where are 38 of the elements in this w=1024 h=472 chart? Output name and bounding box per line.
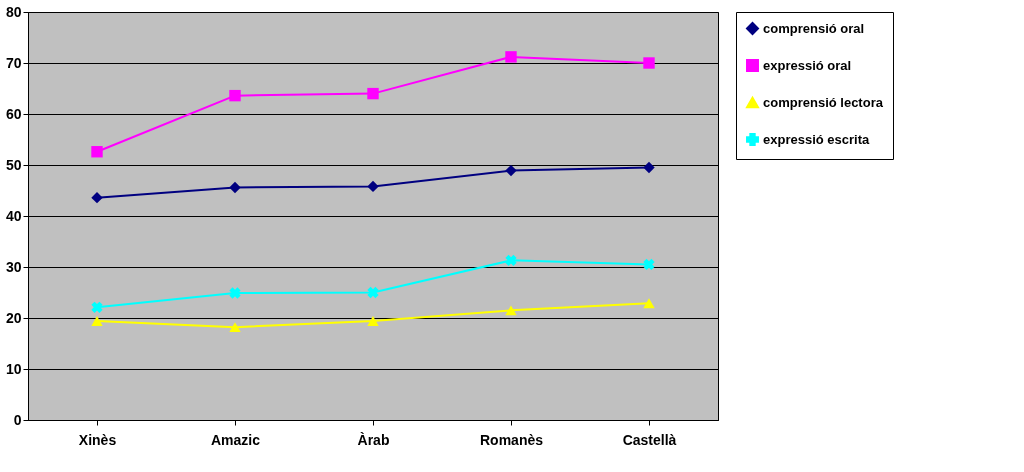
point <box>91 301 103 313</box>
y-tick-label: 10 <box>5 360 22 377</box>
point <box>229 322 241 333</box>
y-tick-label: 40 <box>5 207 22 224</box>
legend-label: expressió escrita <box>763 131 870 147</box>
point <box>643 161 655 174</box>
point <box>505 164 517 177</box>
point <box>229 181 241 194</box>
y-tick-label: 20 <box>5 309 22 326</box>
point <box>505 305 517 316</box>
point <box>229 287 241 299</box>
point <box>367 286 379 299</box>
point <box>91 191 103 204</box>
point <box>91 146 103 158</box>
y-tick-label: 60 <box>5 105 22 122</box>
y-tick-label: 50 <box>5 156 22 173</box>
point <box>505 254 517 267</box>
x-tick-label: Romanès <box>479 431 544 448</box>
y-tick-label: 70 <box>5 54 22 71</box>
legend-label: comprensió lectora <box>763 94 884 110</box>
point <box>643 298 655 309</box>
point <box>643 258 655 271</box>
y-tick-label: 0 <box>13 411 22 428</box>
y-tick-label: 30 <box>5 258 22 275</box>
point <box>229 89 241 102</box>
point <box>505 51 517 63</box>
point <box>367 180 379 193</box>
y-tick-label: 80 <box>5 3 22 20</box>
point <box>367 87 379 100</box>
x-tick-label: Àrab <box>357 431 390 448</box>
point <box>367 316 379 326</box>
point <box>643 57 655 69</box>
legend-label: comprensió oral <box>763 20 865 36</box>
x-tick-label: Amazic <box>210 431 261 448</box>
point <box>91 316 103 326</box>
x-tick-label: Castellà <box>622 431 677 448</box>
legend-label: expressió oral <box>763 57 852 73</box>
x-tick-label: Xinès <box>78 431 117 448</box>
